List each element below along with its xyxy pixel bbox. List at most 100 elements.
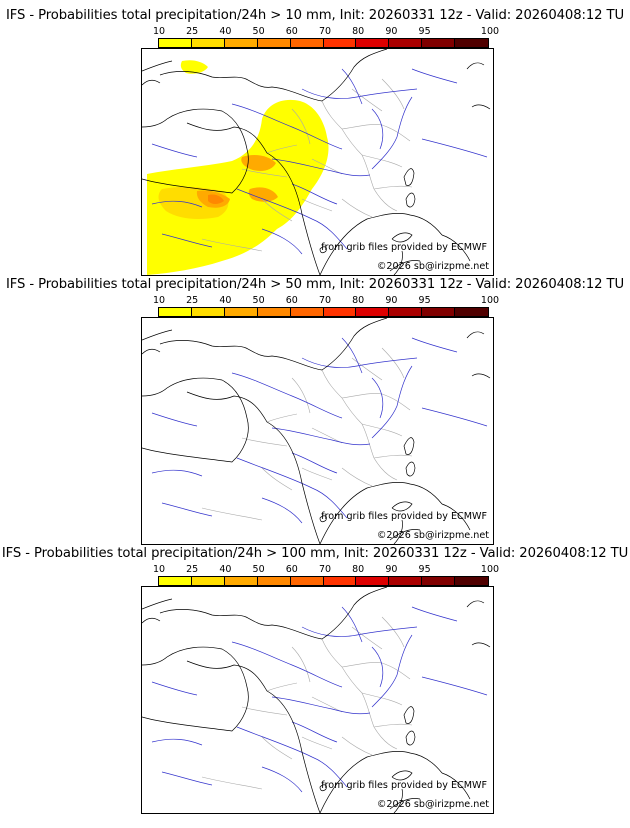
coastline [405,730,416,746]
river-line [261,228,303,255]
legend-color-swatch [389,39,423,47]
legend-color-swatch [159,577,192,585]
admin-border-line [381,616,405,648]
coastline [321,318,388,371]
legend-tick-label: 80 [352,26,365,37]
legend-color-swatch [191,39,225,47]
legend-ticks: 10 25 40 50 60 70 80 90 95 100 [153,564,499,575]
source-credit: from grib files provided by ECMWF [321,780,487,791]
legend-tick-label: 10 [152,564,166,575]
river-line [261,497,303,524]
river-line [371,634,413,708]
coastline [471,642,491,648]
admin-border-line [311,696,343,713]
legend-tick-label: 40 [219,26,232,37]
admin-border-line [381,78,405,110]
coastline [159,71,323,102]
legend-tick-label: 95 [418,26,431,37]
coastline [441,503,471,531]
coastline [319,213,443,275]
river-line [236,726,348,788]
map-canvas [142,318,491,544]
river-line [236,457,348,519]
precip-probability-area [208,194,224,204]
legend-color-swatch [224,577,258,585]
legend-color-swatch [422,577,456,585]
admin-border-line [266,682,298,692]
coastline [321,49,388,102]
legend-color-swatch [191,308,225,316]
coastline [391,501,413,512]
legend-tick-label: 50 [252,295,265,306]
admin-border-line [341,467,373,487]
coastline [186,122,321,275]
copyright-credit: ©2026 sb@irizpme.net [376,799,489,810]
river-line [291,452,338,474]
river-line [236,188,348,250]
coastline [142,60,173,72]
coastline [142,617,161,624]
coastline [471,373,491,379]
legend-color-swatch [290,39,324,47]
legend-color-swatch [159,308,192,316]
legend-color-swatch [224,39,258,47]
coastline [321,587,388,640]
river-line [371,377,384,419]
coastline [391,770,413,781]
legend-tick-label: 100 [480,26,500,37]
legend-color-swatch [389,577,423,585]
river-line [371,646,384,688]
coastline [441,772,471,800]
river-line [231,641,343,688]
coastline [466,331,485,339]
admin-border-line [351,88,383,112]
admin-border-line [241,706,288,716]
coastline [403,168,415,186]
admin-border-line [341,736,373,756]
legend-tick-label: 50 [252,564,265,575]
river-line [301,357,418,368]
legend-tick-label: 90 [385,564,398,575]
admin-border-line [291,377,311,414]
forecast-panel-10mm: IFS - Probabilities total precipitation/… [0,8,630,280]
admin-border-line [351,357,383,381]
admin-border-line [341,198,373,218]
coastline [142,598,173,610]
river-line [151,143,198,158]
coastline [319,784,327,792]
river-line [341,337,363,374]
admin-border-line [301,198,333,212]
admin-border-line [373,185,413,190]
admin-border-line [361,423,403,437]
coastline [393,250,403,275]
river-line [161,771,213,786]
admin-border-line [311,427,343,444]
coastline [319,515,327,523]
legend-tick-label: 90 [385,295,398,306]
river-line [271,696,371,715]
forecast-panel-50mm: IFS - Probabilities total precipitation/… [0,277,630,549]
admin-border-line [266,144,298,154]
coastline [441,234,471,262]
legend-tick-label: 70 [318,295,332,306]
admin-border-line [321,369,398,481]
legend-color-swatch [389,308,423,316]
legend-colorbar [158,38,489,48]
admin-border-line [201,238,263,252]
coastline [142,646,249,732]
admin-border-line [351,626,383,650]
legend-color-swatch [323,39,357,47]
coastline [142,108,249,194]
river-line [411,606,458,622]
legend-color-swatch [290,308,324,316]
coastline [389,260,421,272]
map-frame: from grib files provided by ECMWF ©2026 … [141,48,494,276]
legend-color-swatch [224,308,258,316]
legend-tick-label: 10 [152,26,166,37]
river-line [151,738,203,746]
source-credit: from grib files provided by ECMWF [321,511,487,522]
panel-title: IFS - Probabilities total precipitation/… [1,546,629,561]
admin-border-line [321,638,398,750]
coastline [159,340,323,371]
admin-border-line [291,108,311,145]
